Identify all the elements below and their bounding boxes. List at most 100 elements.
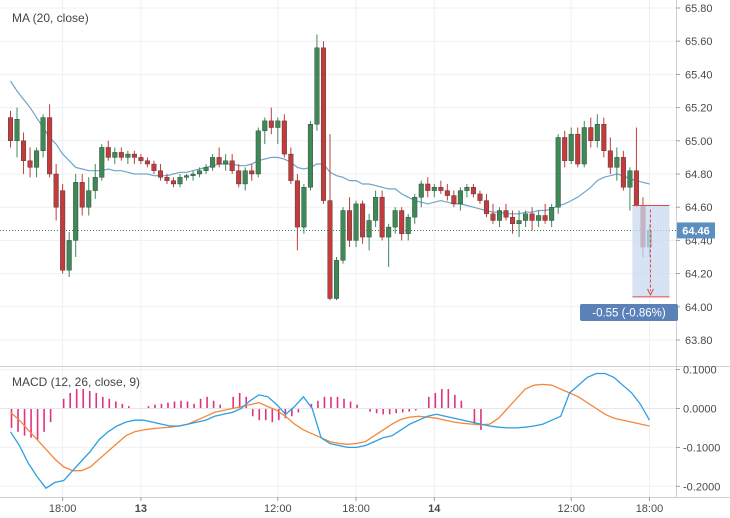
candle[interactable] <box>92 164 98 199</box>
candle[interactable] <box>340 207 346 264</box>
candle[interactable] <box>157 164 163 181</box>
candle[interactable] <box>412 193 418 224</box>
candle[interactable] <box>144 157 150 168</box>
candle[interactable] <box>164 174 170 184</box>
candle[interactable] <box>223 154 229 171</box>
candle[interactable] <box>536 210 542 228</box>
candle[interactable] <box>451 190 457 208</box>
candle[interactable] <box>627 167 633 211</box>
candle[interactable] <box>581 120 587 168</box>
candle[interactable] <box>7 110 13 148</box>
candle[interactable] <box>125 150 131 165</box>
candle[interactable] <box>588 117 594 148</box>
candle[interactable] <box>131 150 137 165</box>
candle[interactable] <box>503 203 509 221</box>
candle[interactable] <box>262 117 268 145</box>
candle[interactable] <box>601 117 607 158</box>
candle[interactable] <box>334 257 340 301</box>
candle[interactable] <box>555 134 561 214</box>
candle[interactable] <box>112 147 118 165</box>
candle[interactable] <box>203 164 209 174</box>
candle[interactable] <box>516 210 522 238</box>
candle[interactable] <box>14 107 20 158</box>
candle[interactable] <box>53 164 59 221</box>
candle[interactable] <box>562 130 568 168</box>
candle[interactable] <box>73 174 79 257</box>
candle[interactable] <box>418 180 424 208</box>
candle[interactable] <box>210 154 216 171</box>
candle[interactable] <box>216 147 222 168</box>
candle[interactable] <box>138 154 144 165</box>
candle[interactable] <box>307 120 313 191</box>
candle[interactable] <box>314 34 320 131</box>
candle[interactable] <box>242 167 248 191</box>
candle[interactable] <box>438 180 444 194</box>
candle[interactable] <box>255 127 261 178</box>
candle[interactable] <box>510 210 516 234</box>
candle[interactable] <box>360 200 366 244</box>
candle[interactable] <box>607 137 613 174</box>
candle[interactable] <box>99 144 105 181</box>
candle[interactable] <box>118 147 124 161</box>
candle[interactable] <box>151 160 157 174</box>
candle[interactable] <box>320 41 326 204</box>
candle[interactable] <box>497 207 503 228</box>
candle[interactable] <box>353 200 359 248</box>
candle[interactable] <box>47 104 53 178</box>
candle[interactable] <box>529 207 535 231</box>
ma-indicator-label[interactable]: MA (20, close) <box>12 11 89 25</box>
candle[interactable] <box>21 132 27 175</box>
candle[interactable] <box>568 127 574 165</box>
candle[interactable] <box>79 174 85 216</box>
candle[interactable] <box>327 134 333 301</box>
candle[interactable] <box>86 177 92 216</box>
price-pane[interactable] <box>7 34 652 301</box>
candle[interactable] <box>294 174 300 251</box>
candle[interactable] <box>229 154 235 174</box>
candle[interactable] <box>197 167 203 178</box>
candle[interactable] <box>281 114 287 158</box>
candle[interactable] <box>386 223 392 267</box>
candle[interactable] <box>66 232 72 277</box>
candle[interactable] <box>34 147 40 178</box>
candle[interactable] <box>60 183 66 274</box>
candle[interactable] <box>170 177 176 188</box>
candle[interactable] <box>105 140 111 161</box>
candle[interactable] <box>27 147 33 178</box>
candle[interactable] <box>373 190 379 228</box>
candle[interactable] <box>464 183 470 198</box>
candle[interactable] <box>190 170 196 181</box>
candle[interactable] <box>483 193 489 218</box>
candle[interactable] <box>470 183 476 198</box>
candle[interactable] <box>347 197 353 248</box>
candle[interactable] <box>236 164 242 188</box>
candle[interactable] <box>366 213 372 251</box>
macd-pane[interactable] <box>0 372 676 490</box>
candle[interactable] <box>457 187 463 211</box>
candle[interactable] <box>249 164 255 181</box>
candle[interactable] <box>184 174 190 181</box>
candle[interactable] <box>431 183 437 198</box>
candle[interactable] <box>379 190 385 241</box>
candle[interactable] <box>301 183 307 234</box>
candle[interactable] <box>399 207 405 241</box>
candle[interactable] <box>444 183 450 201</box>
candle[interactable] <box>614 147 620 181</box>
candle[interactable] <box>288 147 294 184</box>
candle[interactable] <box>594 114 600 148</box>
candle[interactable] <box>523 210 529 228</box>
candle[interactable] <box>275 117 281 145</box>
candle[interactable] <box>425 177 431 198</box>
candle[interactable] <box>542 203 548 224</box>
candle[interactable] <box>40 114 46 158</box>
candle[interactable] <box>575 127 581 168</box>
candle[interactable] <box>620 150 626 191</box>
candle[interactable] <box>477 190 483 204</box>
candle[interactable] <box>490 203 496 224</box>
macd-indicator-label[interactable]: MACD (12, 26, close, 9) <box>12 375 140 389</box>
candle[interactable] <box>549 203 555 228</box>
candle[interactable] <box>268 107 274 135</box>
candle[interactable] <box>392 207 398 234</box>
candle[interactable] <box>405 213 411 241</box>
